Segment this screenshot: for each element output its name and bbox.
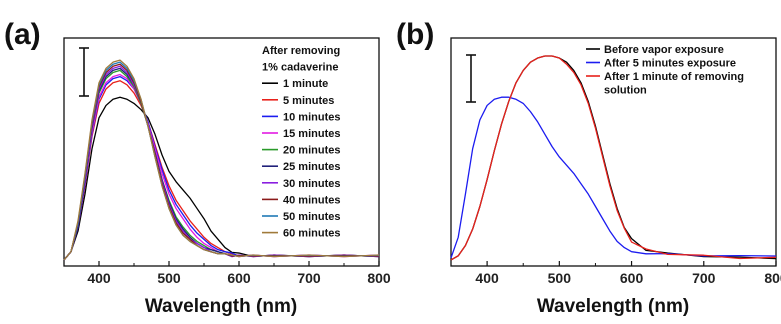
x-tick-label-b-500: 500 (548, 270, 572, 286)
series-line-b-2 (450, 96, 777, 259)
legend-title-line-1: After removing (262, 45, 340, 57)
legend-label-a-8: 40 minutes (283, 194, 340, 206)
legend-label-a-5: 20 minutes (283, 145, 340, 157)
legend-a: After removing 1% cadaverine 1 minute 5 min… (262, 45, 340, 240)
legend-label-b-1: Before vapor exposure (604, 44, 724, 56)
x-axis-a: 400 500 600 700 800 (63, 261, 391, 286)
series-line-b-3 (450, 55, 777, 261)
curves-a (63, 59, 380, 261)
legend-label-b-2: After 5 minutes exposure (604, 58, 736, 70)
x-axis-title-b: Wavelength (nm) (537, 296, 689, 317)
x-tick-label-a-800: 800 (367, 270, 391, 286)
x-tick-label-b-700: 700 (692, 270, 716, 286)
legend-label-a-7: 30 minutes (283, 178, 340, 190)
x-tick-label-b-600: 600 (620, 270, 644, 286)
legend-title-line-2: 1% cadaverine (262, 62, 338, 74)
x-tick-label-a-700: 700 (297, 270, 321, 286)
x-axis-b: 400 500 600 700 800 (450, 261, 781, 286)
x-tick-label-b-800: 800 (764, 270, 781, 286)
x-tick-label-a-500: 500 (157, 270, 181, 286)
legend-label-b-3-line-2: solution (604, 85, 647, 97)
panel-label-b: (b) (396, 18, 434, 51)
x-tick-label-a-400: 400 (87, 270, 111, 286)
plot-frame-b (450, 37, 777, 267)
legend-label-a-9: 50 minutes (283, 211, 340, 223)
legend-label-a-3: 10 minutes (283, 111, 340, 123)
x-tick-label-b-400: 400 (475, 270, 499, 286)
legend-label-a-4: 15 minutes (283, 128, 340, 140)
x-axis-title-a: Wavelength (nm) (145, 296, 297, 317)
x-tick-label-a-600: 600 (227, 270, 251, 286)
legend-label-b-3-line-1: After 1 minute of removing (604, 71, 744, 83)
series-line-a-1 (63, 96, 380, 261)
legend-label-a-6: 25 minutes (283, 161, 340, 173)
curves-b (450, 55, 777, 261)
panel-label-a: (a) (4, 18, 41, 51)
legend-label-a-1: 1 minute (283, 78, 328, 90)
legend-label-a-2: 5 minutes (283, 95, 334, 107)
legend-b: Before vapor exposure After 5 minutes exp… (586, 44, 744, 97)
legend-label-a-10: 60 minutes (283, 228, 340, 240)
scale-bar-b (466, 54, 476, 103)
panel-b: (b) 400 500 600 700 800 Before vapor exposur… (396, 18, 781, 317)
plot-frame-a (63, 37, 380, 267)
panel-a: (a) 400 500 600 700 800 After removing 1% cad… (4, 18, 391, 317)
series-line-a-10 (63, 59, 380, 261)
scale-bar-a (79, 47, 89, 97)
